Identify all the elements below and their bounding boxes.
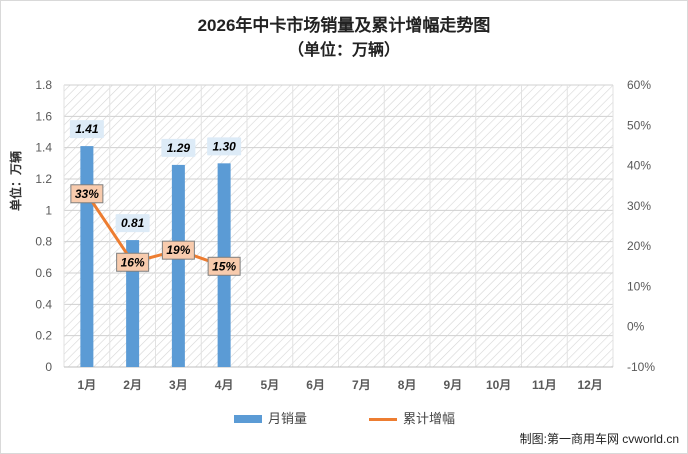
line-label-text: 33% bbox=[75, 187, 99, 201]
bar-label-text: 1.29 bbox=[167, 141, 191, 155]
bar bbox=[80, 146, 94, 367]
x-tick-label: 12月 bbox=[577, 378, 602, 392]
bar-data-label: 1.29 bbox=[161, 138, 196, 157]
x-tick-label: 9月 bbox=[444, 378, 463, 392]
x-tick-label: 4月 bbox=[215, 378, 234, 392]
y2-tick-label: 60% bbox=[627, 78, 651, 92]
line-label-text: 15% bbox=[212, 259, 236, 273]
line-label-bg bbox=[116, 252, 150, 272]
bar-label-text: 1.30 bbox=[212, 139, 236, 153]
line-data-label: 33% bbox=[70, 184, 104, 204]
line-label-text: 19% bbox=[166, 243, 190, 257]
x-tick-label: 7月 bbox=[352, 378, 371, 392]
x-tick-label: 3月 bbox=[169, 378, 188, 392]
y2-tick-label: 50% bbox=[627, 118, 651, 132]
x-tick-label: 5月 bbox=[261, 378, 280, 392]
bar-label-bg bbox=[115, 214, 150, 233]
y-tick-label: 1.6 bbox=[35, 109, 52, 123]
bar-data-label: 1.41 bbox=[69, 120, 104, 139]
y2-tick-label: 10% bbox=[627, 279, 651, 293]
x-tick-label: 2月 bbox=[123, 378, 142, 392]
legend-bar-swatch bbox=[234, 415, 262, 423]
y-tick-label: 1.8 bbox=[35, 78, 52, 92]
y-tick-label: 0.2 bbox=[35, 329, 52, 343]
x-tick-label: 10月 bbox=[486, 378, 511, 392]
x-tick-label: 1月 bbox=[78, 378, 97, 392]
y-tick-label: 1.2 bbox=[35, 172, 52, 186]
bar-label-text: 0.81 bbox=[121, 216, 145, 230]
x-tick-label: 11月 bbox=[532, 378, 557, 392]
line-data-label: 15% bbox=[207, 256, 241, 276]
y-tick-label: 0 bbox=[45, 360, 52, 374]
legend: 月销量 累计增幅 bbox=[1, 409, 687, 429]
x-tick-label: 6月 bbox=[306, 378, 325, 392]
line-label-bg bbox=[161, 240, 195, 260]
chart-title: 2026年中卡市场销量及累计增幅走势图 bbox=[197, 16, 491, 35]
credit-text: 制图:第一商用车网 cvworld.cn bbox=[519, 432, 679, 446]
bar bbox=[126, 240, 140, 367]
y-tick-label: 1.4 bbox=[35, 141, 52, 155]
line-series bbox=[85, 192, 225, 268]
legend-label: 月销量 bbox=[268, 411, 308, 426]
y2-tick-label: 0% bbox=[627, 320, 645, 334]
y-tick-label: 1 bbox=[45, 203, 52, 217]
line-data-label: 16% bbox=[116, 252, 150, 272]
legend-line-swatch bbox=[369, 418, 397, 421]
line-label-text: 16% bbox=[121, 255, 145, 269]
y-tick-label: 0.4 bbox=[35, 297, 52, 311]
y2-tick-label: 30% bbox=[627, 199, 651, 213]
bar-data-label: 1.30 bbox=[207, 137, 242, 156]
bar-label-text: 1.41 bbox=[75, 122, 99, 136]
line-data-label: 19% bbox=[161, 240, 195, 260]
y2-tick-label: 20% bbox=[627, 239, 651, 253]
line-label-bg bbox=[70, 184, 104, 204]
line-label-bg bbox=[207, 256, 241, 276]
y-tick-label: 0.6 bbox=[35, 266, 52, 280]
y-tick-label: 0.8 bbox=[35, 235, 52, 249]
bar bbox=[171, 164, 185, 367]
x-tick-label: 8月 bbox=[398, 378, 417, 392]
y2-tick-label: 40% bbox=[627, 159, 651, 173]
chart-subtitle: （单位：万辆） bbox=[287, 42, 400, 59]
bar-label-bg bbox=[69, 120, 104, 139]
y2-tick-label: -10% bbox=[627, 360, 655, 374]
bar-label-bg bbox=[207, 137, 242, 156]
bar-data-label: 0.81 bbox=[115, 214, 150, 233]
legend-label: 累计增幅 bbox=[403, 411, 456, 426]
bar-label-bg bbox=[161, 138, 196, 157]
